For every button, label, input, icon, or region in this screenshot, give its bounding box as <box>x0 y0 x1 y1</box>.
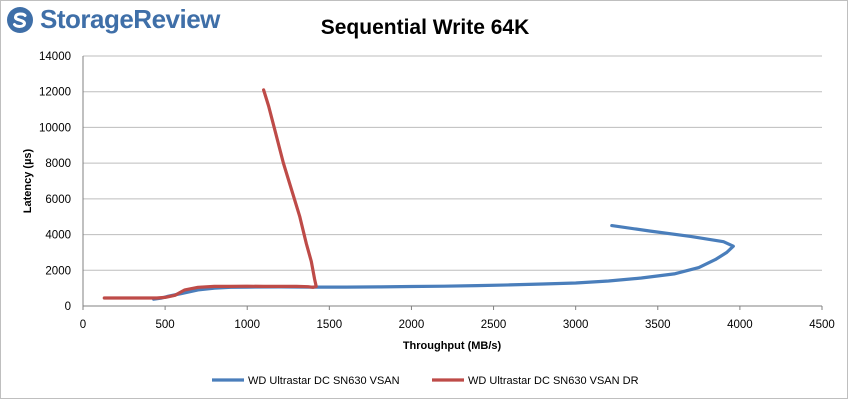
x-tick-label: 4500 <box>809 319 835 331</box>
y-tick-label: 8000 <box>45 158 71 170</box>
x-tick-label: 2500 <box>481 319 507 331</box>
x-tick-label: 1000 <box>234 319 260 331</box>
legend-label-2: WD Ultrastar DC SN630 VSAN DR <box>468 375 639 387</box>
series-line-2 <box>102 88 318 300</box>
axes <box>82 56 823 310</box>
storagereview-logo-icon <box>7 6 33 33</box>
x-tick-label: 500 <box>156 319 175 331</box>
y-tick-labels: 0 2000 4000 6000 8000 10000 12000 14000 <box>39 51 71 313</box>
x-tick-label: 0 <box>80 319 86 331</box>
y-tick-label: 14000 <box>39 51 71 63</box>
legend-label-1: WD Ultrastar DC SN630 VSAN <box>248 375 400 387</box>
legend: WD Ultrastar DC SN630 VSAN WD Ultrastar D… <box>212 375 639 387</box>
x-tick-labels: 0 500 1000 1500 2000 2500 3000 3500 4000 4500 <box>80 319 835 331</box>
x-axis-label: Throughput (MB/s) <box>403 340 502 352</box>
gridlines <box>83 55 822 271</box>
series-line-1 <box>152 224 735 301</box>
x-tick-label: 2000 <box>399 319 425 331</box>
x-tick-label: 4000 <box>727 319 753 331</box>
y-tick-label: 6000 <box>45 194 71 206</box>
chart-title: Sequential Write 64K <box>321 16 530 39</box>
y-tick-label: 2000 <box>45 265 71 277</box>
y-tick-label: 0 <box>65 301 71 313</box>
series-lines <box>102 88 735 301</box>
y-tick-label: 4000 <box>45 230 71 242</box>
x-tick-label: 3500 <box>645 319 671 331</box>
y-tick-label: 10000 <box>39 122 71 134</box>
brand-name: StorageReview <box>40 4 220 34</box>
storagereview-logo: StorageReview <box>6 4 220 35</box>
y-tick-label: 12000 <box>39 87 71 99</box>
x-tick-label: 1500 <box>317 319 343 331</box>
x-tick-label: 3000 <box>563 319 589 331</box>
y-axis-label: Latency (µs) <box>22 148 34 213</box>
